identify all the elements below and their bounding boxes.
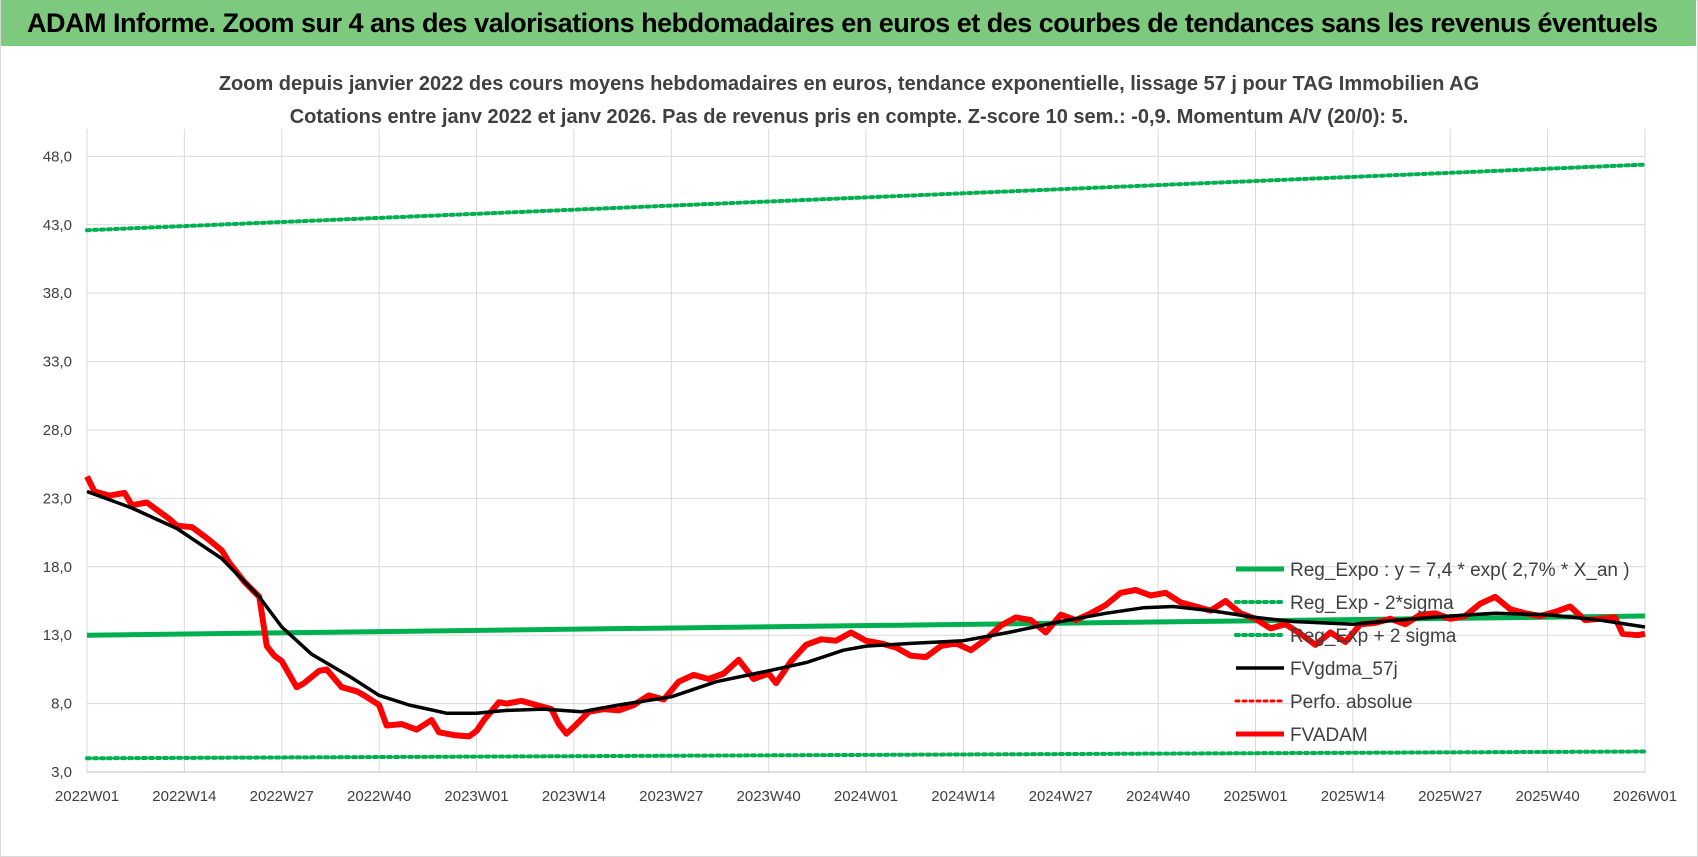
grid [86,129,1646,773]
y-tick-label: 13,0 [43,627,72,644]
x-tick-label: 2024W40 [1126,788,1190,805]
legend: Reg_Expo : y = 7,4 * exp( 2,7% * X_an ) R… [1234,560,1630,746]
series-line-solid-black [86,489,1646,715]
y-tick-label: 3,0 [51,764,72,781]
x-tick-label: 2025W14 [1321,788,1385,805]
x-tick-label: 2022W01 [55,788,119,805]
chart-subtitle: Cotations entre janv 2022 et janv 2026. … [290,106,1409,128]
report-banner: ADAM Informe. Zoom sur 4 ans des valoris… [1,0,1696,46]
x-tick-label: 2026W01 [1613,788,1677,805]
y-tick-label: 43,0 [43,217,72,234]
x-tick-label: 2025W27 [1418,788,1482,805]
x-tick-label: 2022W40 [347,788,411,805]
x-tick-label: 2024W14 [931,788,995,805]
legend-label: Reg_Exp + 2 sigma [1290,626,1457,647]
chart-title: Zoom depuis janvier 2022 des cours moyen… [219,73,1479,95]
series-line-dotted-green [85,162,1647,233]
y-tick-label: 33,0 [43,354,72,371]
y-tick-label: 28,0 [43,422,72,439]
y-tick-label: 23,0 [43,490,72,507]
x-tick-label: 2023W01 [444,788,508,805]
x-tick-label: 2023W27 [639,788,703,805]
legend-label: Perfo. absolue [1290,692,1413,713]
series-layer [84,162,1647,761]
x-tick-label: 2022W27 [250,788,314,805]
legend-label: Reg_Exp - 2*sigma [1290,593,1454,614]
legend-label: FVgdma_57j [1290,659,1398,680]
x-tick-label: 2024W01 [834,788,898,805]
x-tick-label: 2023W14 [542,788,606,805]
y-tick-label: 38,0 [43,285,72,302]
x-tick-label: 2023W40 [737,788,801,805]
x-tick-label: 2025W01 [1223,788,1287,805]
y-tick-label: 48,0 [43,148,72,165]
legend-label: FVADAM [1290,725,1368,746]
banner-title: ADAM Informe. Zoom sur 4 ans des valoris… [27,8,1658,38]
y-tick-label: 8,0 [51,696,72,713]
x-tick-label: 2022W14 [152,788,216,805]
series-line-dotted-green [85,749,1647,761]
x-tick-label: 2024W27 [1029,788,1093,805]
y-tick-label: 18,0 [43,559,72,576]
x-tick-label: 2025W40 [1516,788,1580,805]
axes: 3,0 8,0 13,0 18,0 23,0 28,0 33,0 38,0 43,0 48,0 20… [43,148,1677,805]
legend-label: Reg_Expo : y = 7,4 * exp( 2,7% * X_an ) [1290,560,1630,581]
